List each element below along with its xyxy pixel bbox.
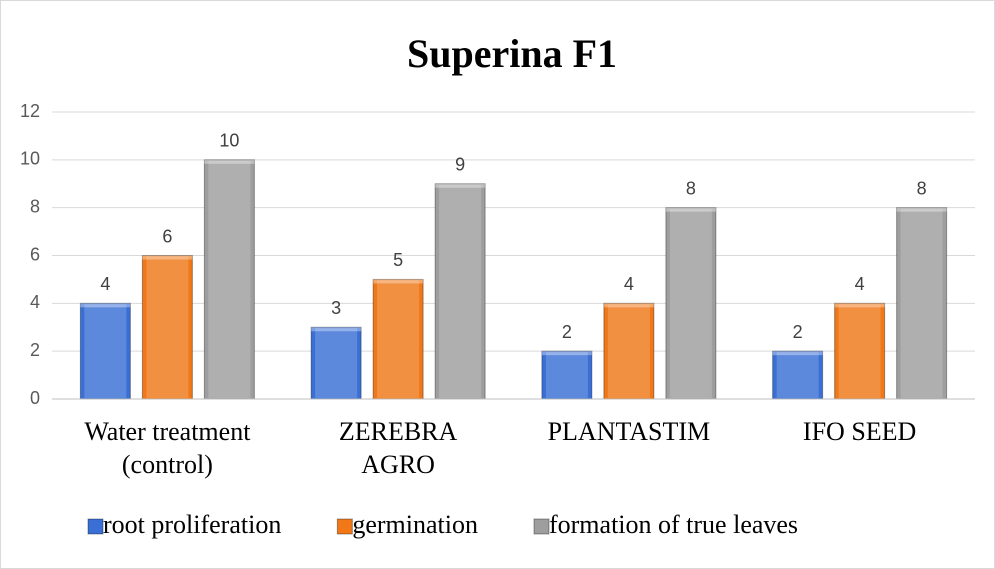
bar-shine (838, 304, 881, 398)
value-label: 6 (162, 226, 172, 246)
bar-cap (80, 303, 131, 308)
bar-shine (776, 352, 819, 398)
value-label: 2 (793, 322, 803, 342)
bar-cap (896, 207, 947, 212)
x-tick-label: Water treatment (control) (84, 417, 251, 479)
legend-label: germination (352, 510, 478, 539)
chart-title: Superina F1 (407, 31, 617, 76)
legend-label: root proliferation (103, 510, 281, 539)
value-label: 2 (562, 322, 572, 342)
bar-shine (439, 184, 482, 398)
bar-shine (84, 304, 127, 398)
bar-cap (311, 327, 362, 332)
bar (772, 350, 824, 400)
x-tick-label: PLANTASTIM (548, 417, 711, 446)
bar-cap (204, 159, 255, 164)
bar-cap (665, 207, 716, 212)
bar (665, 207, 717, 400)
bar-shine (208, 160, 251, 398)
y-tick-label: 12 (20, 101, 40, 121)
y-tick-label: 0 (30, 388, 40, 408)
value-label: 3 (331, 298, 341, 318)
value-label: 8 (917, 178, 927, 198)
x-tick-label: ZEREBRA AGRO (339, 417, 458, 479)
bar-shine (900, 208, 943, 398)
bar-shine (377, 280, 420, 398)
value-label: 8 (686, 178, 696, 198)
legend-swatch (87, 518, 104, 535)
bar-cap (834, 303, 885, 308)
bar (603, 302, 655, 400)
bar (141, 255, 193, 400)
bar-cap (435, 183, 486, 188)
bar (896, 207, 948, 400)
bar-cap (603, 303, 654, 308)
bar-shine (545, 352, 588, 398)
x-tick-label: IFO SEED (803, 417, 916, 446)
bar (310, 326, 362, 400)
legend-label: formation of true leaves (549, 510, 798, 539)
y-tick-label: 8 (30, 196, 40, 216)
value-label: 10 (219, 131, 239, 151)
bar-cap (142, 255, 193, 260)
bar-shine (607, 304, 650, 398)
value-label: 4 (100, 274, 110, 294)
bar-cap (772, 351, 823, 356)
bar (434, 183, 486, 400)
bar-shine (315, 328, 358, 398)
bar (541, 350, 593, 400)
value-label: 9 (455, 155, 465, 175)
y-tick-label: 6 (30, 244, 40, 264)
value-label: 5 (393, 250, 403, 270)
bar-shine (146, 256, 189, 398)
y-tick-label: 2 (30, 340, 40, 360)
y-tick-label: 10 (20, 149, 40, 169)
bar-cap (541, 351, 592, 356)
value-label: 4 (855, 274, 865, 294)
legend-swatch (336, 518, 353, 535)
bar-shine (669, 208, 712, 398)
bar (834, 302, 886, 400)
bar-cap (373, 279, 424, 284)
legend-swatch (533, 518, 550, 535)
value-label: 4 (624, 274, 634, 294)
y-tick-label: 4 (30, 292, 40, 312)
